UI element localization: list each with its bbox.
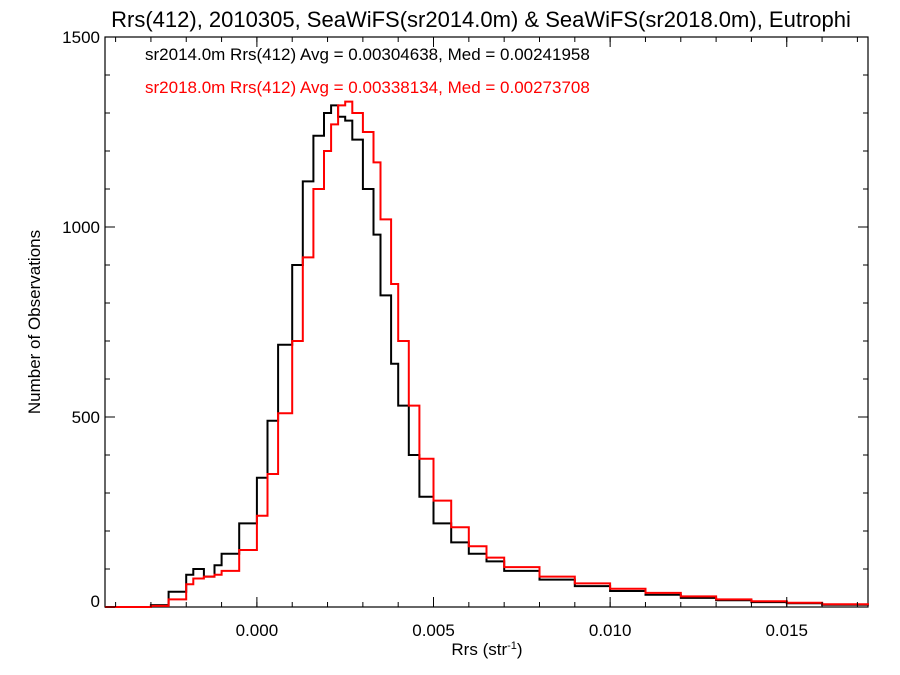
legend: sr2014.0m Rrs(412) Avg = 0.00304638, Med…: [145, 45, 590, 97]
series-line-sr2018-0m: [105, 100, 869, 608]
x-tick-label: 0.000: [236, 621, 279, 640]
y-tick-label: 500: [72, 408, 100, 427]
x-tick-label: 0.005: [412, 621, 455, 640]
x-axis-label-close: ): [517, 640, 523, 659]
tick-layer: 0.000 0.005 0.010 0.015 0 500 1000 1500: [62, 28, 868, 640]
plot-frame: [104, 36, 869, 608]
series-layer: [105, 100, 869, 608]
x-tick-label: 0.010: [589, 621, 632, 640]
chart-title: Rrs(412), 2010305, SeaWiFS(sr2014.0m) & …: [111, 7, 851, 32]
legend-entry-sr2018: sr2018.0m Rrs(412) Avg = 0.00338134, Med…: [145, 78, 590, 97]
y-tick-label: 0: [91, 592, 100, 611]
plot-area: 0.000 0.005 0.010 0.015 0 500 1000 1500: [62, 28, 869, 640]
series-line-sr2014-0m: [105, 104, 869, 608]
x-axis-label-superscript: -1: [507, 640, 517, 652]
x-axis-label-main: Rrs (str: [451, 640, 507, 659]
y-axis-label: Number of Observations: [25, 230, 44, 414]
x-tick-label: 0.015: [765, 621, 808, 640]
y-tick-label: 1000: [62, 218, 100, 237]
x-axis-label: Rrs (str-1): [451, 640, 522, 659]
legend-entry-sr2014: sr2014.0m Rrs(412) Avg = 0.00304638, Med…: [145, 45, 590, 64]
y-tick-label: 1500: [62, 28, 100, 47]
